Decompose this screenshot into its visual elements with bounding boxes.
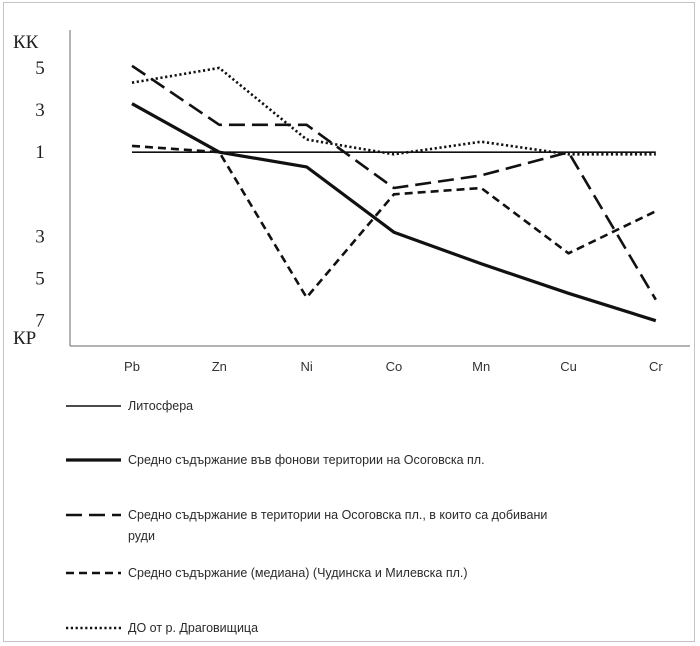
- x-tick-label: Cr: [649, 359, 663, 374]
- x-tick-label: Zn: [212, 359, 227, 374]
- x-tick-label: Mn: [472, 359, 490, 374]
- legend-label-1: Литосфера: [128, 399, 193, 413]
- legend-label-4: Средно съдържание (медиана) (Чудинска и …: [128, 566, 468, 580]
- x-tick-label: Ni: [300, 359, 312, 374]
- legend-label-3: Средно съдържание в територии на Осоговс…: [128, 508, 547, 543]
- y-tick-label: 1: [35, 142, 45, 163]
- y-tick-label: 3: [35, 226, 45, 247]
- y-tick-label: 7: [35, 311, 45, 332]
- series-line-3: [131, 64, 657, 301]
- y-axis-bottom-label: КР: [13, 328, 36, 349]
- y-axis-top-label: КК: [13, 32, 39, 53]
- series-line-4: [131, 144, 657, 299]
- x-tick-label: Cu: [560, 359, 577, 374]
- series-line-5: [131, 66, 656, 156]
- x-tick-label: Pb: [124, 359, 140, 374]
- y-tick-label: 5: [35, 58, 45, 79]
- legend-label-2: Средно съдържание във фонови територии н…: [128, 453, 485, 467]
- legend-label-5: ДО от р. Драговищица: [128, 621, 258, 635]
- y-tick-label: 3: [35, 100, 45, 121]
- y-tick-label: 5: [35, 269, 45, 290]
- series-line-2: [131, 102, 657, 323]
- x-tick-label: Co: [386, 359, 403, 374]
- chart-frame: [3, 2, 695, 642]
